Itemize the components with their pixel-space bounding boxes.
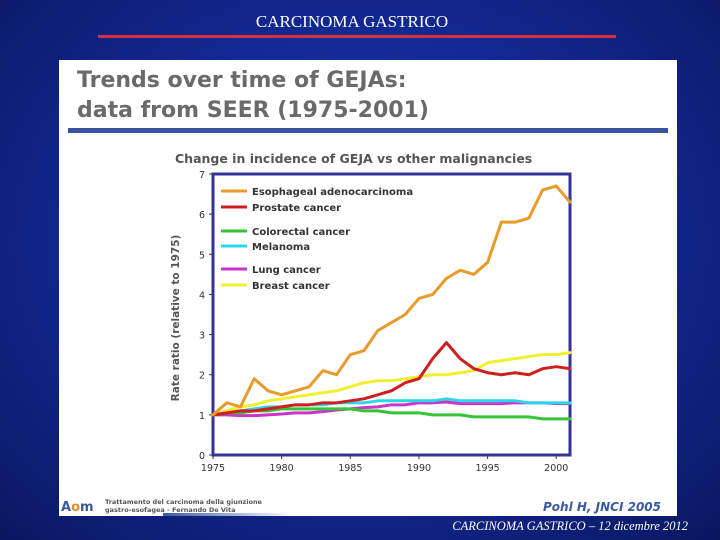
- y-tick-label: 3: [199, 331, 205, 342]
- chart-axes: 0 1 2 3 4 5 6 7 1975 1980 1985 1990 1995 2000: [199, 170, 572, 474]
- panel-divider: [68, 128, 668, 133]
- slide-image-panel: Trends over time of GEJAs: data from SEE…: [59, 60, 677, 516]
- y-tick-label: 7: [199, 170, 205, 181]
- legend-label-breast: Breast cancer: [252, 281, 330, 292]
- y-tick-label: 6: [199, 210, 205, 221]
- legend-label-esophageal: Esophageal adenocarcinoma: [252, 187, 413, 198]
- line-chart: 0 1 2 3 4 5 6 7 1975 1980 1985 1990 1995 2000 Esophag…: [170, 170, 572, 474]
- series-line-esophageal: [211, 184, 572, 417]
- legend-label-prostate: Prostate cancer: [252, 203, 341, 214]
- x-tick-label: 1980: [270, 463, 294, 474]
- footer-course-note: Trattamento del carcinoma della giunzion…: [105, 498, 262, 514]
- chart-series: [211, 184, 572, 421]
- x-tick-label: 1990: [407, 463, 431, 474]
- aom-logo: Aom: [61, 500, 94, 515]
- x-tick-label: 2000: [544, 463, 568, 474]
- series-line-lung: [211, 400, 572, 418]
- y-tick-label: 0: [199, 451, 205, 462]
- y-tick-label: 2: [199, 371, 205, 382]
- series-line-breast: [211, 351, 572, 417]
- panel-heading-line1: Trends over time of GEJAs:: [77, 68, 407, 93]
- title-underline: [98, 35, 616, 38]
- panel-heading-line2: data from SEER (1975-2001): [77, 98, 429, 123]
- chart-title: Change in incidence of GEJA vs other mal…: [175, 151, 533, 166]
- slide-footer: CARCINOMA GASTRICO – 12 dicembre 2012: [452, 519, 688, 533]
- y-tick-label: 5: [199, 250, 205, 261]
- footer-bar: [163, 513, 293, 516]
- y-tick-label: 4: [199, 290, 205, 301]
- citation: Pohl H, JNCI 2005: [542, 500, 661, 514]
- legend-label-colorectal: Colorectal cancer: [252, 227, 350, 238]
- legend-label-melanoma: Melanoma: [252, 242, 310, 253]
- slide-title: CARCINOMA GASTRICO: [255, 12, 449, 31]
- x-tick-label: 1995: [476, 463, 500, 474]
- legend-label-lung: Lung cancer: [252, 265, 321, 276]
- panel-heading: Trends over time of GEJAs: data from SEE…: [77, 66, 429, 126]
- x-tick-label: 1975: [201, 463, 225, 474]
- y-axis-label: Rate ratio (relative to 1975): [170, 235, 182, 402]
- chart-legend: Esophageal adenocarcinoma Prostate cancer…: [221, 187, 413, 292]
- series-line-prostate: [211, 341, 572, 417]
- series-line-colorectal: [211, 407, 572, 421]
- x-tick-label: 1985: [338, 463, 362, 474]
- y-tick-label: 1: [199, 411, 205, 422]
